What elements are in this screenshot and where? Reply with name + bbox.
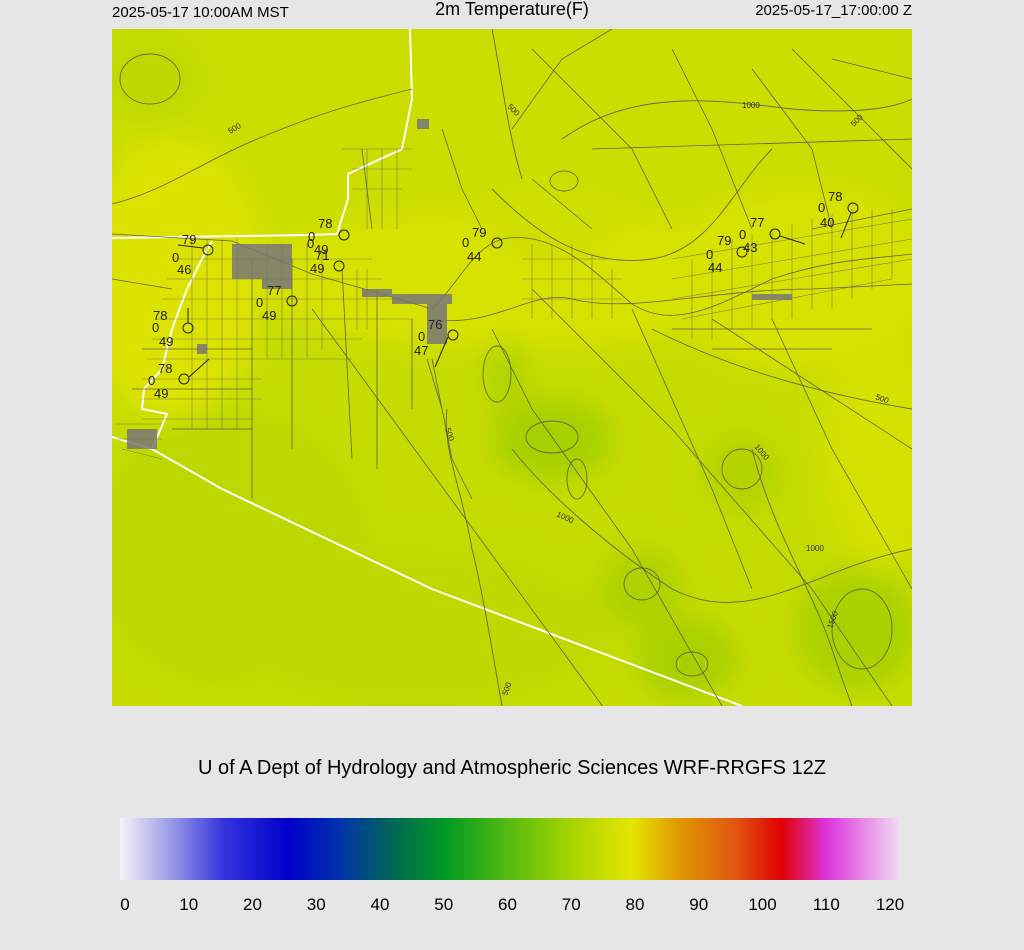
station-temp: 79 [182, 232, 196, 247]
contour-label: 1000 [742, 101, 760, 110]
contour-label: 1000 [806, 544, 824, 553]
station-temp: 77 [267, 283, 281, 298]
station-plot: 79 0 46 [172, 232, 214, 277]
contour-label: 500 [443, 427, 456, 443]
model-credit: U of A Dept of Hydrology and Atmospheric… [197, 757, 827, 779]
colorbar [120, 818, 898, 880]
station-gust: 0 [256, 295, 263, 310]
station-plot: 79 0 44 [706, 233, 748, 275]
station-dewpoint: 40 [820, 215, 834, 230]
colorbar-tick-label: 120 [875, 895, 905, 914]
temperature-map: 500 500 1000 500 500 1000 1000 1000 500 … [112, 29, 912, 706]
colorbar-gradient [120, 818, 898, 880]
station-gust: 0 [462, 235, 469, 250]
station-gust: 0 [739, 227, 746, 242]
colorbar-tick-label: 70 [561, 895, 581, 914]
station-dewpoint: 44 [708, 260, 722, 275]
colorbar-tick-label: 30 [306, 895, 326, 914]
station-temp: 76 [428, 317, 442, 332]
colorbar-tick-label: 110 [812, 895, 840, 914]
station-dewpoint: 49 [154, 386, 168, 401]
temperature-field [112, 29, 912, 706]
station-gust: 0 [148, 373, 155, 388]
station-gust: 0 [418, 329, 425, 344]
station-dewpoint: 46 [177, 262, 191, 277]
station-dewpoint: 43 [743, 240, 757, 255]
station-temp: 79 [717, 233, 731, 248]
station-gust: 0 [308, 229, 315, 244]
station-plot: 77 0 49 [256, 283, 298, 323]
station-gust: 0 [307, 236, 314, 251]
colorbar-tick-label: 40 [370, 895, 390, 914]
valid-utc-time: 2025-05-17_17:00:00 Z [755, 2, 912, 19]
station-plot: 76 0 47 [414, 317, 459, 368]
station-plot: 78 0 49 [148, 358, 210, 401]
station-plot: 78 0 40 [818, 189, 859, 239]
station-plot: 79 0 44 [462, 225, 503, 264]
station-gust: 0 [172, 250, 179, 265]
colorbar-tick-label: 20 [243, 895, 262, 914]
urban-grid [117, 148, 912, 460]
station-temp: 77 [750, 215, 764, 230]
station-gust: 0 [706, 247, 713, 262]
valid-local-time: 2025-05-17 10:00AM MST [112, 4, 289, 21]
station-gust: 0 [152, 320, 159, 335]
elevation-contours [112, 29, 912, 706]
station-plot: 77 0 43 [739, 215, 806, 255]
station-dewpoint: 44 [467, 249, 481, 264]
station-dewpoint: 49 [262, 308, 276, 323]
station-plot: 78 0 49 [152, 308, 194, 349]
colorbar-tick-label: 80 [625, 895, 645, 914]
colorbar-tick-label: 90 [689, 895, 709, 914]
dense-urban-blocks [127, 119, 792, 449]
station-plots: 79 0 46 78 0 49 77 0 49 71 0 49 [148, 189, 859, 401]
station-temp: 78 [318, 216, 332, 231]
station-temp: 78 [153, 308, 167, 323]
station-temp: 78 [828, 189, 842, 204]
station-temp: 79 [472, 225, 486, 240]
station-temp: 78 [158, 361, 172, 376]
station-temp: 71 [315, 248, 329, 263]
colorbar-tick-label: 50 [434, 895, 454, 914]
colorbar-tick-label: 0 [120, 895, 130, 914]
contour-label: 500 [500, 681, 513, 697]
colorbar-tick-label: 10 [179, 895, 199, 914]
station-plot: 78 0 49 [308, 216, 350, 257]
colorbar-tick-label: 100 [748, 895, 777, 914]
map-title: 2m Temperature(F) [435, 0, 589, 19]
contour-label: 500 [874, 392, 890, 405]
station-dewpoint: 49 [310, 261, 324, 276]
station-dewpoint: 47 [414, 343, 428, 358]
colorbar-tick-label: 60 [498, 895, 517, 914]
station-plot: 71 0 49 [307, 236, 345, 276]
station-gust: 0 [818, 200, 825, 215]
station-dewpoint: 49 [314, 242, 328, 257]
station-dewpoint: 49 [159, 334, 173, 349]
